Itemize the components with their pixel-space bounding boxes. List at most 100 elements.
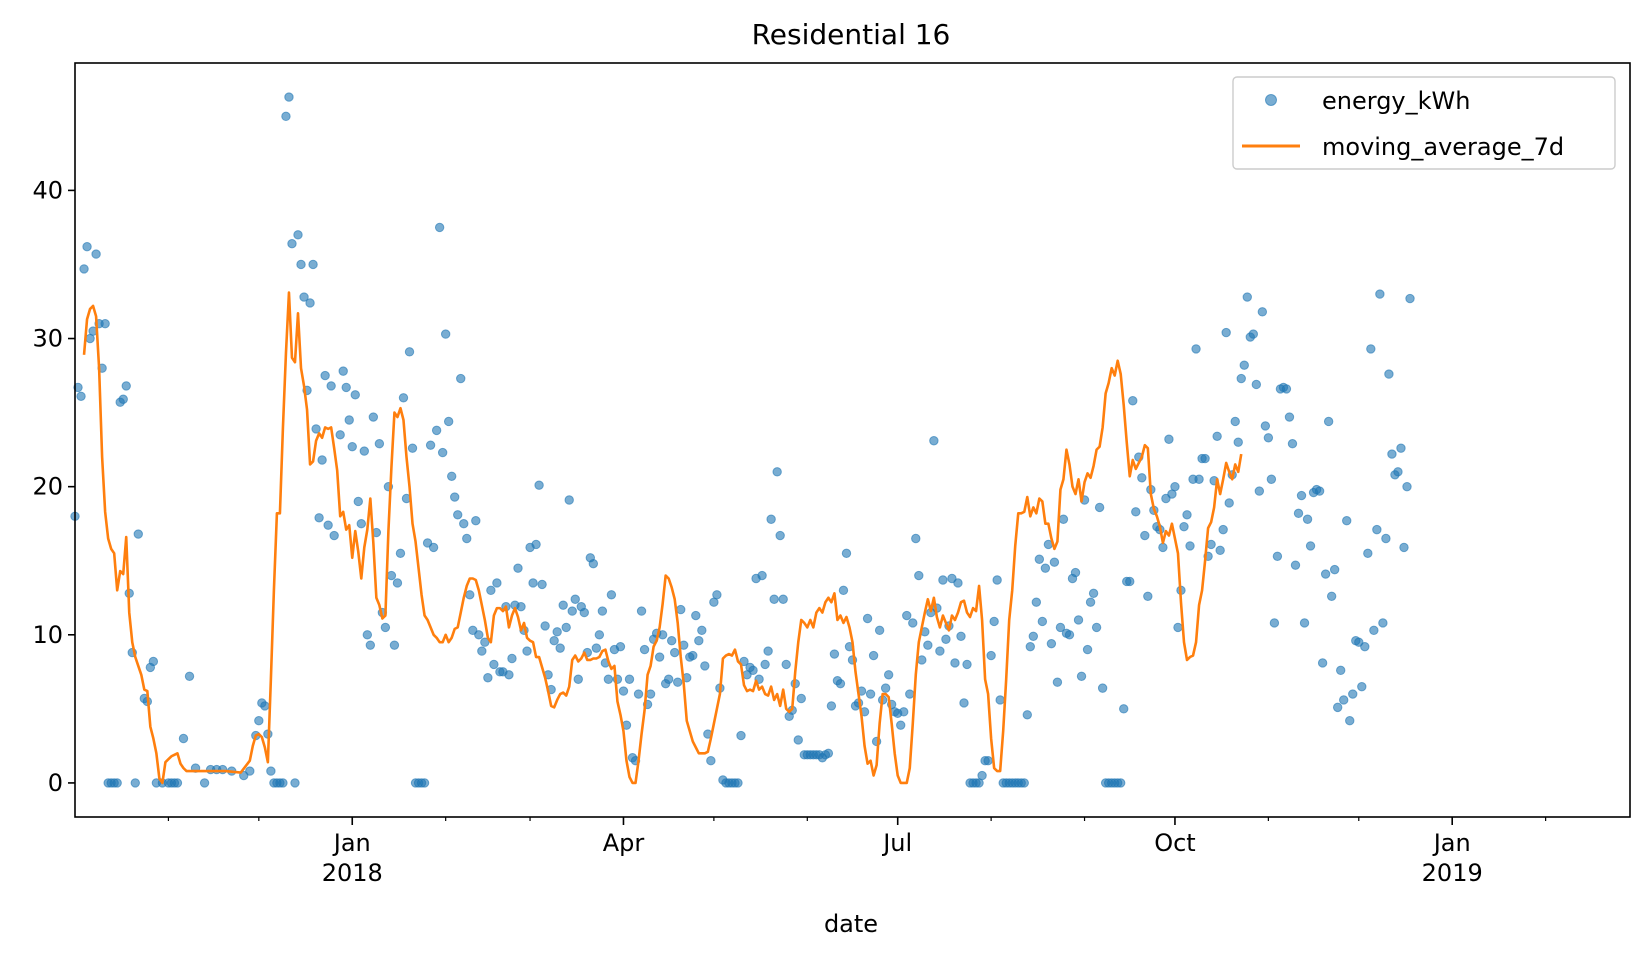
energy-data-point: [796, 693, 806, 704]
energy-data-point: [1363, 548, 1373, 559]
energy-data-point: [838, 585, 849, 596]
x-tick-label: Oct: [1154, 829, 1196, 857]
energy-data-point: [1299, 618, 1310, 628]
energy-data-point: [567, 606, 577, 616]
energy-data-point: [341, 382, 351, 393]
energy-data-point: [688, 650, 698, 661]
energy-data-point: [670, 647, 680, 658]
energy-data-point: [1212, 431, 1222, 441]
energy-data-point: [956, 631, 966, 641]
energy-data-point: [522, 646, 532, 656]
energy-data-point: [1290, 560, 1301, 570]
energy-data-point: [504, 670, 514, 680]
energy-data-point: [1236, 373, 1246, 384]
energy-data-point: [618, 686, 629, 696]
energy-data-point: [362, 630, 373, 640]
energy-data-point: [763, 646, 773, 656]
energy-data-point: [772, 467, 782, 477]
energy-data-point: [428, 542, 439, 553]
energy-data-point: [513, 563, 523, 573]
energy-data-point: [148, 656, 159, 667]
legend: energy_kWh moving_average_7d: [1232, 76, 1616, 170]
energy-data-point: [1375, 289, 1385, 299]
energy-data-point: [1393, 467, 1403, 477]
energy-data-point: [1326, 591, 1337, 601]
energy-data-point: [676, 604, 686, 615]
energy-data-point: [917, 655, 927, 665]
energy-data-point: [386, 570, 397, 581]
energy-data-point: [1366, 344, 1376, 354]
energy-data-point: [570, 594, 580, 604]
energy-data-point: [320, 370, 330, 381]
energy-data-point: [549, 636, 559, 646]
energy-data-point: [908, 618, 918, 628]
x-tick-label: Apr: [603, 829, 645, 857]
energy-data-point: [1384, 369, 1394, 379]
energy-data-point: [923, 640, 933, 650]
energy-data-point: [769, 594, 779, 604]
energy-data-point: [1088, 588, 1099, 599]
energy-data-point: [1218, 524, 1228, 535]
energy-data-point: [492, 578, 502, 588]
energy-data-point: [1296, 490, 1307, 501]
energy-data-point: [76, 391, 86, 401]
energy-data-point: [896, 720, 906, 730]
energy-data-point: [395, 548, 406, 559]
energy-data-point: [266, 766, 276, 776]
energy-data-point: [440, 329, 451, 339]
energy-data-point: [835, 678, 846, 689]
energy-data-point: [278, 778, 288, 788]
energy-data-point: [1085, 597, 1096, 607]
energy-data-point: [100, 319, 110, 329]
energy-data-point: [91, 249, 101, 259]
energy-data-point: [603, 674, 614, 684]
energy-data-point: [760, 659, 770, 670]
energy-data-point: [1049, 557, 1060, 567]
energy-data-point: [308, 259, 318, 270]
energy-data-point: [287, 239, 297, 249]
energy-data-point: [79, 264, 89, 274]
energy-data-point: [1046, 638, 1057, 649]
energy-data-point: [1119, 704, 1129, 714]
energy-data-point: [597, 606, 608, 616]
energy-data-point: [1137, 473, 1147, 483]
legend-label-energy: energy_kWh: [1322, 87, 1470, 115]
plot-area: [70, 92, 1415, 788]
legend-label-moving-average: moving_average_7d: [1322, 133, 1564, 161]
energy-data-point: [392, 578, 403, 588]
energy-data-point: [1097, 683, 1108, 693]
energy-data-point: [1040, 563, 1051, 573]
energy-data-point: [1251, 379, 1262, 390]
energy-data-point: [1064, 630, 1075, 640]
energy-data-point: [317, 455, 327, 465]
energy-data-point: [691, 610, 701, 621]
energy-data-point: [450, 492, 460, 502]
energy-data-point: [447, 471, 457, 481]
energy-data-point: [1215, 545, 1225, 556]
energy-data-point: [1336, 665, 1346, 676]
energy-data-point: [1378, 618, 1388, 628]
energy-data-point: [829, 649, 840, 659]
energy-data-point: [425, 440, 436, 450]
energy-data-point: [356, 519, 366, 529]
energy-data-point: [456, 373, 466, 384]
energy-data-point: [245, 766, 255, 776]
energy-data-point: [1164, 434, 1174, 444]
energy-data-point: [1094, 502, 1105, 513]
energy-data-point: [826, 701, 837, 711]
energy-data-point: [540, 621, 550, 631]
energy-data-point: [1019, 778, 1029, 788]
energy-data-point: [938, 575, 948, 585]
energy-data-point: [217, 764, 228, 775]
energy-data-point: [353, 496, 363, 507]
x-tick-year-label: 2019: [1422, 859, 1483, 887]
energy-data-point: [1387, 449, 1397, 459]
energy-data-point: [941, 634, 951, 644]
energy-data-point: [995, 695, 1005, 705]
x-tick-label: Jan: [1432, 829, 1471, 857]
energy-data-point: [911, 533, 921, 544]
energy-data-point: [654, 652, 665, 662]
energy-data-point: [537, 579, 547, 590]
energy-data-point: [434, 222, 445, 233]
